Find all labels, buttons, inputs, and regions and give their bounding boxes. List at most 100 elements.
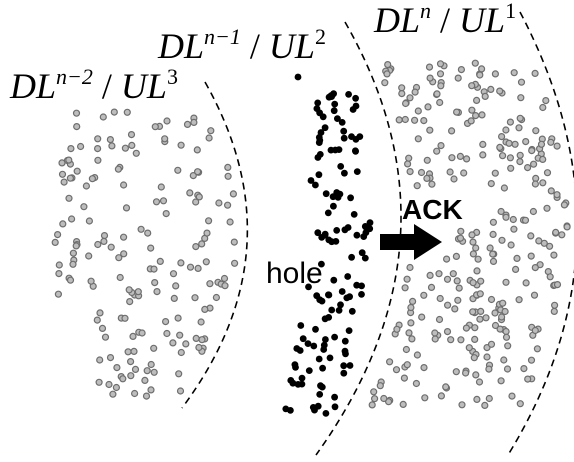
gray-dot: [93, 316, 101, 324]
gray-dot: [524, 375, 532, 383]
gray-dot: [224, 172, 232, 180]
black-dot: [326, 354, 334, 362]
gray-dot: [550, 301, 559, 309]
gray-dot: [127, 131, 136, 139]
gray-dot: [114, 165, 123, 173]
gray-dot: [143, 367, 151, 375]
gray-dot: [412, 379, 420, 388]
gray-dot: [157, 183, 165, 191]
black-dot: [318, 383, 326, 391]
gray-dot: [491, 169, 499, 177]
gray-dot: [94, 240, 102, 249]
black-dot: [322, 336, 329, 343]
gray-dot: [463, 155, 471, 163]
gray-dot: [408, 335, 416, 343]
gray-dot: [517, 94, 525, 102]
gray-dot: [226, 218, 234, 226]
gray-dot: [481, 401, 489, 409]
gray-dot: [531, 69, 539, 78]
black-dot: [362, 223, 369, 231]
gray-dot: [487, 340, 496, 348]
black-dot: [316, 296, 324, 304]
gray-dot: [191, 294, 199, 302]
black-dot: [321, 315, 329, 323]
gray-dot: [515, 296, 523, 304]
black-dot: [314, 229, 322, 237]
gray-dot: [468, 231, 476, 239]
black-dot: [325, 291, 333, 299]
gray-dot: [553, 281, 562, 289]
gray-dot: [428, 180, 436, 188]
black-dot: [353, 231, 361, 239]
gray-dot: [499, 152, 507, 160]
black-dot: [358, 291, 365, 298]
hole-label: hole: [266, 257, 323, 290]
gray-dot: [392, 366, 401, 374]
gray-dot: [142, 392, 151, 400]
black-dot: [322, 410, 330, 417]
black-dot: [344, 273, 352, 280]
gray-dot: [54, 290, 63, 298]
black-dot: [298, 380, 306, 388]
gray-dot: [435, 315, 444, 324]
gray-dot: [82, 182, 91, 190]
gray-dot: [411, 88, 419, 96]
gray-dot: [489, 250, 497, 258]
black-dot: [299, 335, 307, 343]
black-dot: [314, 154, 322, 161]
gray-dot: [468, 82, 476, 90]
gray-dot: [128, 141, 136, 149]
gray-dot: [454, 296, 462, 304]
gray-dot: [106, 354, 115, 362]
black-dot: [340, 134, 348, 142]
black-dot: [321, 230, 329, 238]
gray-dot: [72, 109, 81, 117]
gray-dot: [483, 353, 491, 361]
black-dot: [353, 168, 361, 176]
black-dot: [329, 193, 337, 201]
gray-dot: [516, 400, 524, 408]
gray-dot: [476, 315, 484, 323]
gray-dot: [119, 181, 128, 189]
gray-dot: [130, 347, 138, 355]
black-dot: [305, 283, 312, 291]
gray-dot: [558, 231, 566, 239]
gray-dot: [383, 70, 391, 78]
black-dot: [341, 337, 349, 345]
black-dot: [352, 94, 359, 102]
gray-dot: [94, 135, 102, 143]
gray-dot: [553, 142, 561, 150]
gray-dot: [368, 401, 376, 409]
gray-dot: [183, 120, 192, 129]
gray-dot: [502, 126, 510, 134]
gray-dot: [510, 69, 518, 77]
gray-dot: [498, 236, 506, 244]
gray-dot: [147, 360, 155, 369]
gray-dot: [195, 343, 203, 352]
gray-dot: [507, 241, 515, 249]
gray-dot: [431, 329, 439, 337]
gray-dot: [485, 394, 493, 403]
black-dot: [340, 369, 348, 377]
gray-dot: [563, 223, 571, 231]
black-dot: [298, 374, 306, 382]
gray-dot: [500, 356, 508, 364]
gray-dot: [491, 321, 500, 330]
gray-dot: [220, 274, 229, 283]
gray-dot: [478, 65, 486, 73]
gray-dot: [112, 383, 121, 392]
gray-dot: [385, 398, 393, 406]
gray-dot: [402, 345, 410, 354]
gray-dot: [66, 174, 75, 182]
gray-dot: [465, 344, 473, 352]
gray-dot: [123, 108, 131, 116]
gray-dot: [147, 386, 155, 394]
gray-dot: [435, 270, 443, 278]
gray-dot: [539, 179, 547, 187]
gray-dot: [87, 277, 95, 285]
black-dot: [293, 345, 301, 352]
black-dot: [341, 226, 349, 234]
gray-dot: [529, 160, 538, 168]
gray-dot: [502, 278, 510, 286]
gray-dot: [121, 144, 130, 152]
